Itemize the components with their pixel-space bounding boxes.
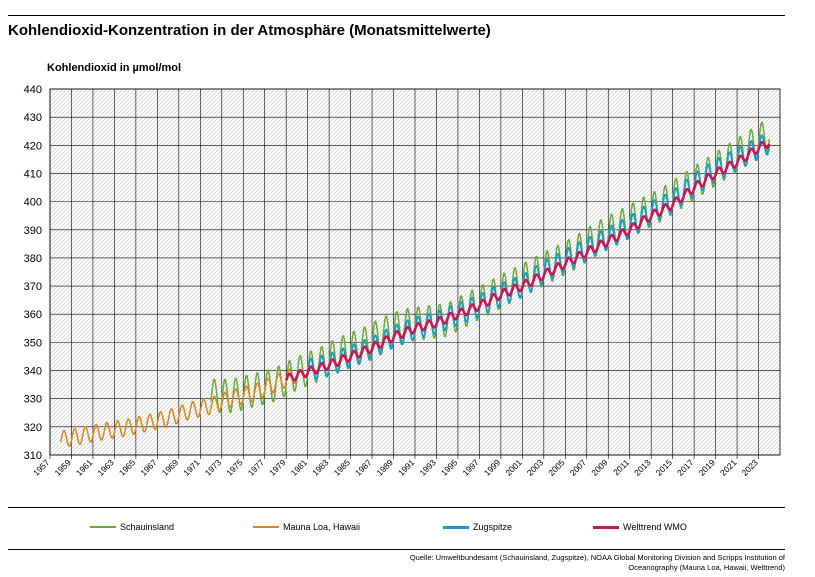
y-tick-label: 310 — [24, 450, 42, 462]
legend-top-rule — [8, 507, 785, 508]
x-tick-label: 2019 — [697, 457, 718, 478]
x-tick-label: 1977 — [246, 457, 267, 478]
series-line-mauna-loa-hawaii — [59, 368, 298, 447]
x-tick-label: 1971 — [181, 457, 202, 478]
y-tick-label: 370 — [24, 281, 42, 293]
x-tick-label: 1991 — [396, 457, 417, 478]
x-tick-label: 2003 — [525, 457, 546, 478]
y-tick-label: 420 — [24, 140, 42, 152]
x-tick-label: 2017 — [675, 457, 696, 478]
grid — [49, 88, 780, 459]
source-note: Quelle: Umweltbundesamt (Schauinsland, Z… — [409, 553, 785, 572]
chart-plot: 310 320 330 340 350 360 370 380 390 400 410 420 430 4… — [24, 84, 781, 478]
x-tick-label: 1961 — [74, 457, 95, 478]
top-rule — [8, 15, 785, 16]
source-top-rule — [8, 549, 785, 550]
x-tick-label: 1989 — [374, 457, 395, 478]
x-tick-label: 2009 — [589, 457, 610, 478]
legend-swatch-zugspitze — [443, 525, 469, 529]
x-tick-label: 2013 — [632, 457, 653, 478]
legend-label-mauna-loa: Mauna Loa, Hawaii — [283, 522, 361, 532]
legend-zugspitze: Zugspitze — [443, 520, 512, 534]
x-tick-label: 1987 — [353, 457, 374, 478]
legend-schauinsland: Schauinsland — [90, 520, 174, 534]
y-tick-label: 440 — [24, 84, 42, 96]
y-tick-label: 410 — [24, 168, 42, 180]
y-tick-label: 380 — [24, 253, 42, 265]
y-tick-label: 390 — [24, 225, 42, 237]
x-tick-label: 1969 — [160, 457, 181, 478]
x-tick-label: 1973 — [203, 457, 224, 478]
legend-swatch-mauna-loa — [253, 526, 279, 528]
y-tick-label: 360 — [24, 309, 42, 321]
x-tick-label: 1963 — [95, 457, 116, 478]
chart-title: Kohlendioxid-Konzentration in der Atmosp… — [8, 22, 491, 39]
x-tick-label: 1983 — [310, 457, 331, 478]
legend-swatch-schauinsland — [90, 526, 116, 528]
x-tick-label: 2007 — [568, 457, 589, 478]
legend-label-welttrend: Welttrend WMO — [623, 522, 687, 532]
y-tick-label: 330 — [24, 394, 42, 406]
x-tick-labels: 1957 1959 1961 1963 1965 1967 1969 1971 1973 1975… — [31, 457, 760, 478]
x-tick-label: 1965 — [117, 457, 138, 478]
x-tick-label: 1993 — [417, 457, 438, 478]
x-tick-label: 2021 — [718, 457, 739, 478]
x-tick-label: 1959 — [52, 457, 73, 478]
x-tick-label: 2011 — [611, 457, 631, 477]
x-tick-label: 1967 — [138, 457, 159, 478]
legend-mauna-loa: Mauna Loa, Hawaii — [253, 520, 360, 534]
x-tick-label: 1999 — [482, 457, 503, 478]
series-lines — [59, 121, 771, 447]
x-tick-label: 1979 — [267, 457, 288, 478]
y-tick-label: 430 — [24, 112, 42, 124]
legend-label-schauinsland: Schauinsland — [120, 522, 175, 532]
y-axis-label: Kohlendioxid in µmol/mol — [47, 62, 182, 74]
plot-frame — [49, 88, 781, 456]
y-tick-labels: 310 320 330 340 350 360 370 380 390 400 410 420 430 4… — [24, 84, 42, 462]
x-tick-label: 1997 — [460, 457, 481, 478]
series-line-zugspitze — [306, 134, 771, 381]
series-line-welttrend-wmo — [284, 140, 771, 382]
legend-swatch-welttrend — [593, 525, 619, 529]
y-tick-label: 320 — [24, 422, 42, 434]
y-tick-label: 350 — [24, 337, 42, 349]
x-tick-label: 1981 — [289, 457, 310, 478]
legend-label-zugspitze: Zugspitze — [473, 522, 513, 532]
x-tick-label: 2005 — [546, 457, 567, 478]
x-tick-label: 1985 — [332, 457, 353, 478]
x-tick-label: 2023 — [739, 457, 760, 478]
x-tick-label: 1995 — [439, 457, 460, 478]
x-tick-label: 2015 — [654, 457, 675, 478]
y-tick-label: 400 — [24, 197, 42, 209]
x-tick-label: 2001 — [503, 457, 524, 478]
x-tick-label: 1975 — [224, 457, 245, 478]
legend-welttrend: Welttrend WMO — [593, 520, 687, 534]
y-tick-label: 340 — [24, 366, 42, 378]
